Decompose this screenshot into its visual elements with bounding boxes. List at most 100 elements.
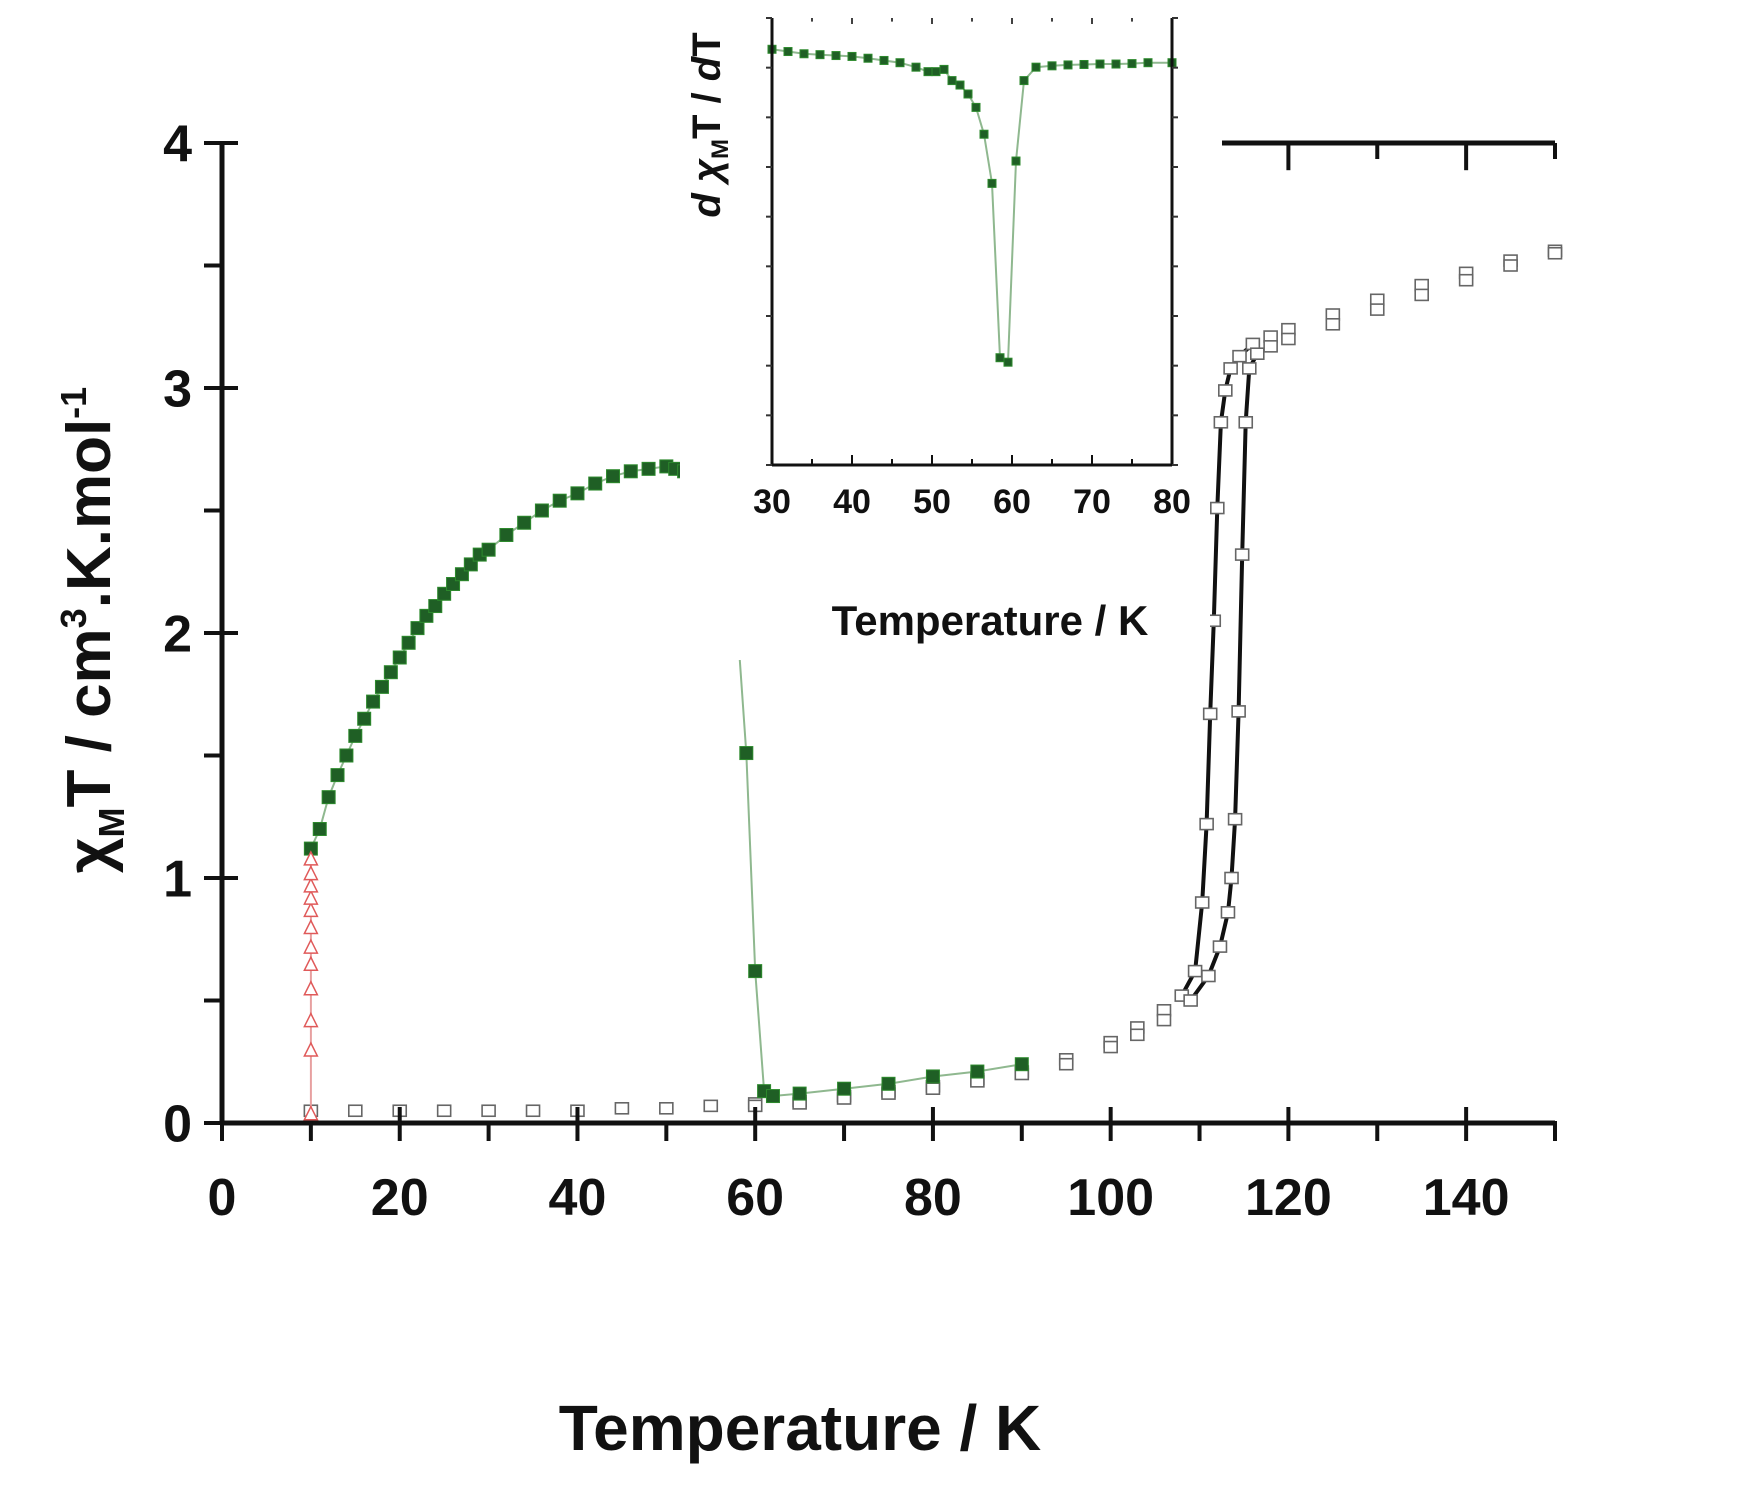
data-point <box>925 1069 940 1084</box>
data-point <box>1220 905 1236 919</box>
data-point <box>606 469 621 484</box>
y-tick-label: 4 <box>163 116 192 174</box>
data-point <box>1503 259 1518 272</box>
x-tick-label: 30 <box>753 483 791 521</box>
data-point <box>481 542 496 557</box>
data-point <box>1187 964 1203 978</box>
data-point <box>303 918 319 935</box>
data-point <box>783 47 793 57</box>
data-point <box>1058 1057 1074 1071</box>
data-point <box>1156 1013 1172 1027</box>
main-y-axis-title: χMT / cm3.K.mol-1 <box>53 387 132 873</box>
data-point <box>1234 548 1250 561</box>
data-point <box>641 461 656 476</box>
data-point <box>303 901 319 918</box>
x-tick-label: 100 <box>1067 1169 1154 1227</box>
data-point <box>1199 817 1214 831</box>
data-point <box>847 51 857 61</box>
data-point <box>1127 59 1137 69</box>
data-point <box>739 746 754 761</box>
data-point <box>703 1099 719 1113</box>
data-point <box>971 102 981 112</box>
data-point <box>799 49 809 59</box>
data-point <box>303 938 319 954</box>
data-point <box>1218 384 1233 397</box>
data-point <box>1227 812 1243 826</box>
series-irradiation-at-10-k <box>303 850 319 1121</box>
data-point <box>357 711 372 726</box>
data-point <box>1019 76 1029 86</box>
x-tick-label: 60 <box>993 483 1031 521</box>
data-point <box>614 1102 630 1115</box>
data-point <box>923 67 933 77</box>
data-point <box>963 89 973 99</box>
data-point <box>979 129 989 139</box>
data-point <box>552 493 567 508</box>
main-x-axis-title: Temperature / K <box>559 1392 1042 1464</box>
inset-axes: 30 40 50 60 70 80 <box>753 17 1191 521</box>
data-point <box>995 353 1005 363</box>
data-point <box>1210 501 1225 515</box>
y-chi: χ <box>55 837 124 873</box>
svg-text:d χMT / dT: d χMT / dT <box>685 32 734 217</box>
y-tick-label: 0 <box>163 1096 192 1154</box>
data-point <box>525 1104 541 1118</box>
data-point <box>659 1102 674 1115</box>
data-point <box>588 476 603 491</box>
data-point <box>570 486 585 501</box>
data-point <box>1547 246 1563 260</box>
data-point <box>1003 357 1013 367</box>
data-point <box>947 76 957 86</box>
data-point <box>1014 1057 1029 1072</box>
data-point <box>748 964 763 979</box>
data-point <box>863 53 873 63</box>
data-point <box>815 50 825 60</box>
data-point <box>1241 362 1257 375</box>
data-point <box>1079 59 1089 69</box>
data-point <box>1031 62 1041 72</box>
y-sup3: 3 <box>53 608 94 628</box>
data-point <box>392 650 407 665</box>
data-point <box>1183 994 1198 1007</box>
data-point <box>534 503 549 518</box>
data-point <box>1263 340 1278 353</box>
data-point <box>1414 288 1429 302</box>
data-point <box>517 515 532 530</box>
data-point <box>1194 896 1210 909</box>
inset-y-rest: T / <box>685 81 729 139</box>
data-point <box>1143 58 1153 68</box>
main-axes: 0 20 40 60 80 100 120 140 0 1 2 3 4 <box>163 116 1557 1227</box>
data-point <box>428 599 443 614</box>
data-point <box>911 62 921 72</box>
svg-text:χMT / cm3.K.mol-1: χMT / cm3.K.mol-1 <box>53 387 132 873</box>
data-point <box>879 55 889 65</box>
data-point <box>895 58 905 68</box>
data-point <box>1238 415 1254 429</box>
data-point <box>925 1082 941 1095</box>
data-point <box>931 67 941 77</box>
data-point <box>1212 940 1228 953</box>
data-point <box>1095 59 1105 69</box>
inset-y-sub: M <box>707 139 734 159</box>
inset-y-chi: χ <box>685 157 729 186</box>
data-point <box>1369 303 1385 316</box>
data-point <box>1281 332 1296 346</box>
data-point <box>1047 61 1057 71</box>
data-point <box>303 1105 319 1121</box>
main-plot-area: 0 20 40 60 80 100 120 140 0 1 2 3 4 <box>163 116 1563 1227</box>
data-point <box>837 1081 852 1096</box>
x-tick-label: 80 <box>1153 483 1191 521</box>
data-point <box>987 178 997 188</box>
data-point <box>970 1064 985 1079</box>
y-tick-label: 2 <box>163 606 192 664</box>
data-point <box>1103 1040 1118 1054</box>
data-point <box>955 80 965 90</box>
data-point <box>303 1011 319 1028</box>
data-point <box>330 768 345 783</box>
data-point <box>303 889 319 905</box>
x-tick-label: 140 <box>1423 1169 1510 1227</box>
data-point <box>1223 362 1238 375</box>
data-point <box>1011 156 1021 166</box>
data-point <box>1202 707 1218 721</box>
data-point <box>1213 415 1229 429</box>
